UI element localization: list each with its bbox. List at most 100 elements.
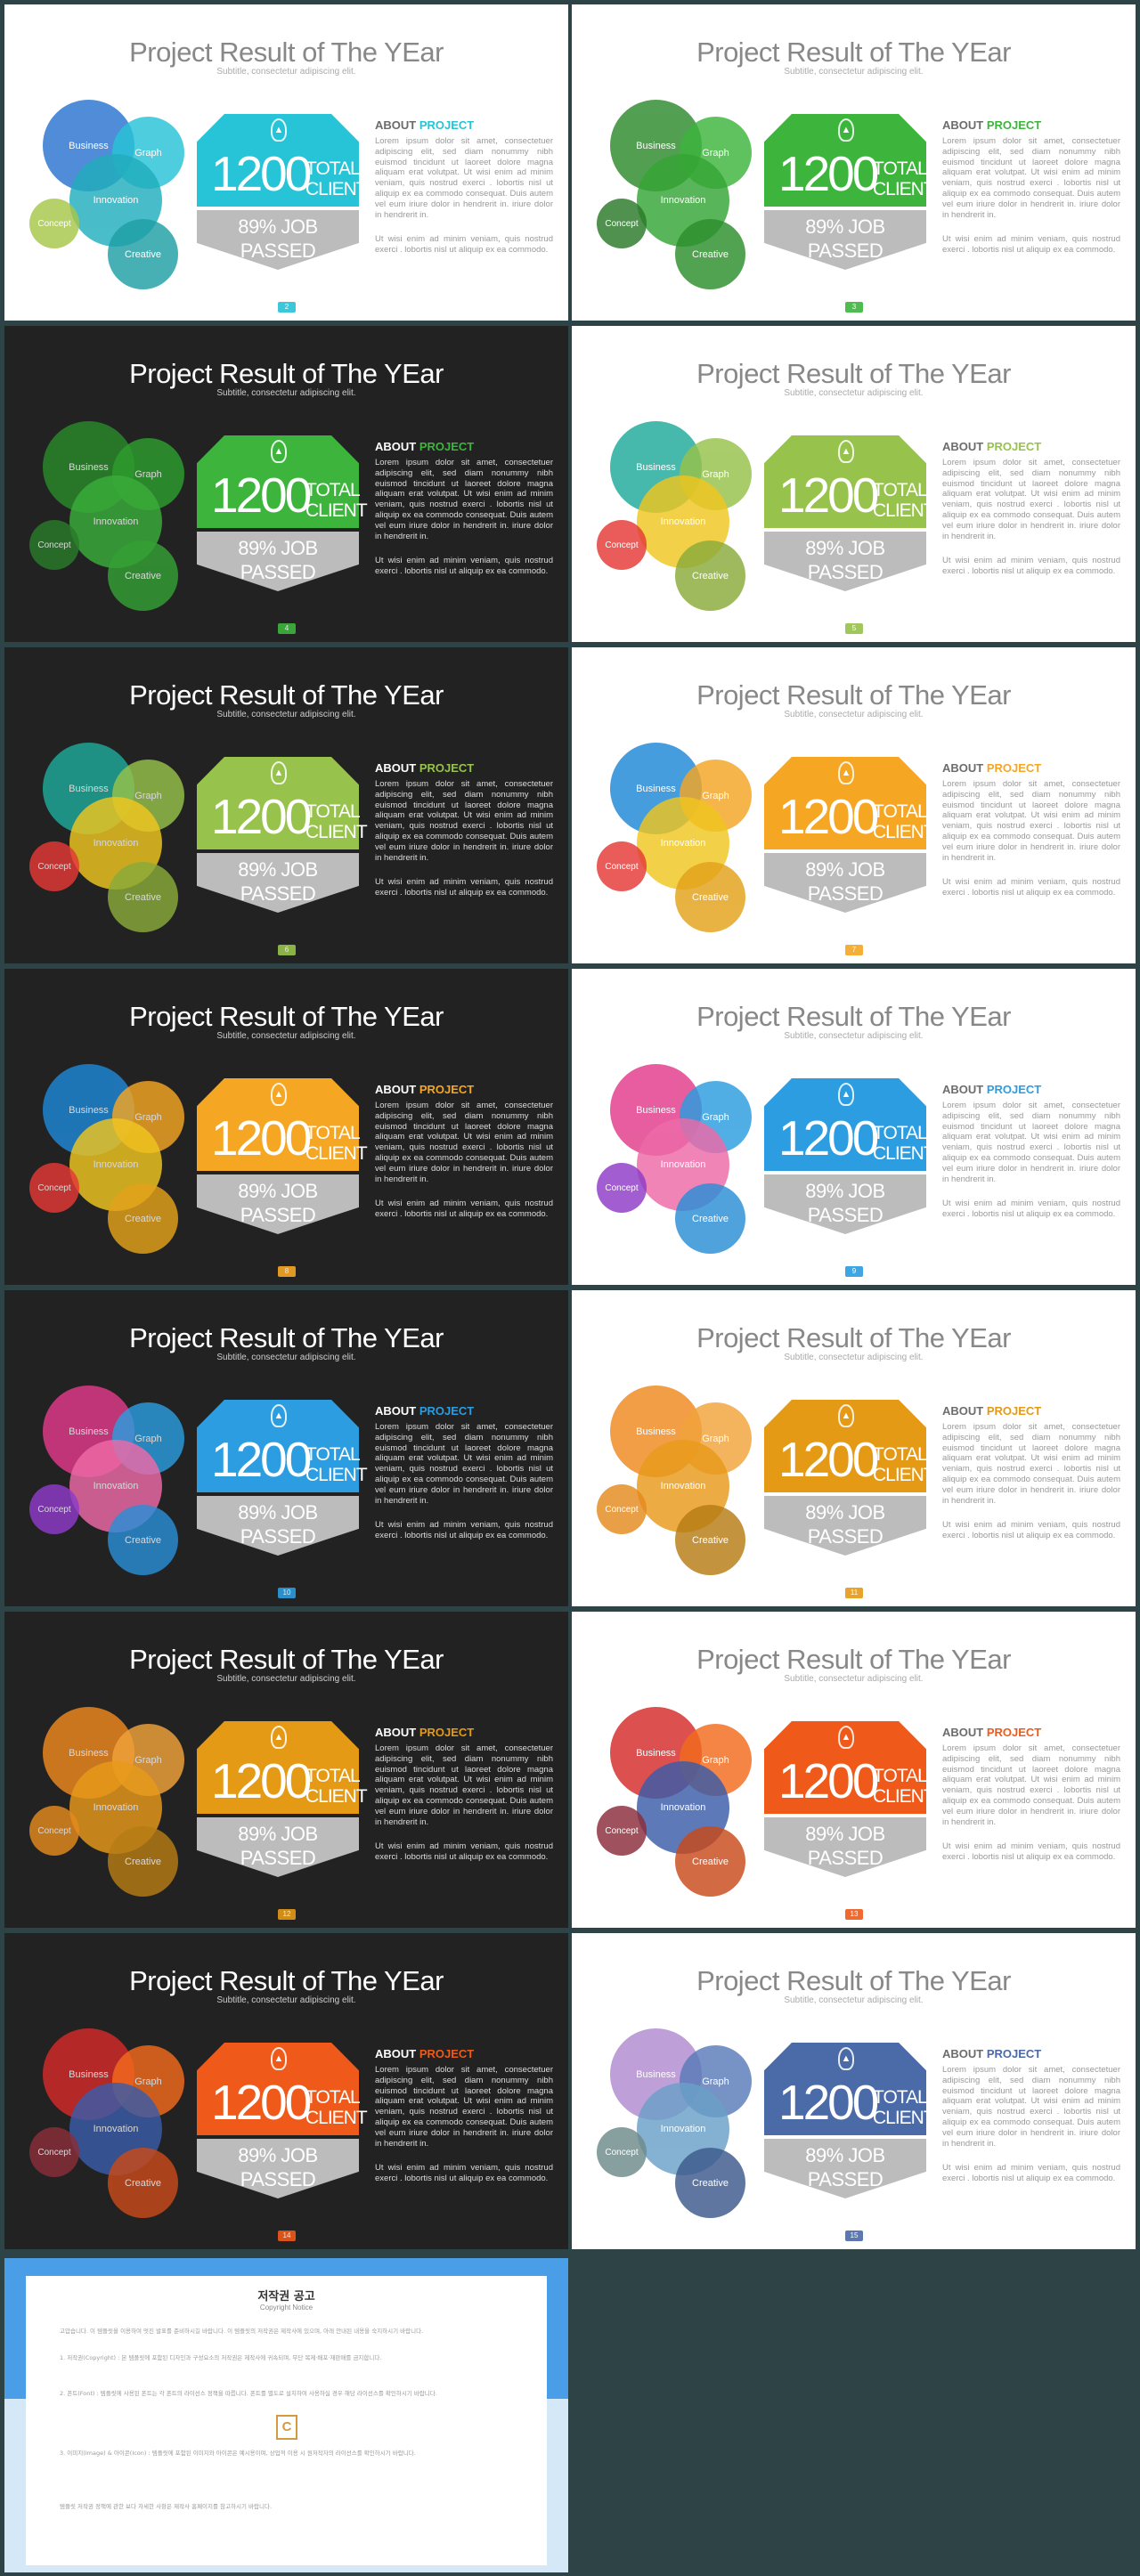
circle-creative: Creative bbox=[108, 1505, 178, 1575]
page-number-badge: 11 bbox=[845, 1588, 863, 1598]
circle-creative: Creative bbox=[675, 1505, 745, 1575]
page-number-badge: 2 bbox=[278, 302, 296, 313]
slide-thumbnail[interactable]: Project Result of The YEar Subtitle, con… bbox=[572, 4, 1136, 321]
slide-thumbnail[interactable]: Project Result of The YEar Subtitle, con… bbox=[4, 647, 568, 963]
job-line-1: 89% JOB bbox=[238, 2144, 318, 2166]
stat-word-total: TOTAL bbox=[873, 480, 928, 500]
about-heading: ABOUT PROJECT bbox=[942, 2047, 1041, 2060]
notice-item-image: 3. 이미지(Image) & 아이콘(Icon) : 템플릿에 포함된 이미지… bbox=[60, 2450, 416, 2457]
slide-title: Project Result of The YEar bbox=[696, 1965, 1011, 1996]
job-line-1: 89% JOB bbox=[805, 2144, 885, 2166]
about-heading: ABOUT PROJECT bbox=[942, 1404, 1041, 1418]
about-word: ABOUT bbox=[942, 1726, 984, 1739]
about-paragraph-1: Lorem ipsum dolor sit amet, consectetuer… bbox=[942, 779, 1120, 863]
slide-subtitle: Subtitle, consectetur adipiscing elit. bbox=[784, 1995, 924, 2005]
stat-word-total: TOTAL bbox=[305, 158, 361, 179]
stat-word-total: TOTAL bbox=[305, 480, 361, 500]
slide-thumbnail[interactable]: Project Result of The YEar Subtitle, con… bbox=[4, 1933, 568, 2249]
slide-thumbnail[interactable]: Project Result of The YEar Subtitle, con… bbox=[572, 326, 1136, 642]
rocket-icon: ▲ bbox=[838, 1083, 854, 1106]
job-line-1: 89% JOB bbox=[238, 1823, 318, 1845]
job-line-2: PASSED bbox=[240, 240, 316, 262]
stat-word-total: TOTAL bbox=[305, 1766, 361, 1786]
stat-word-total: TOTAL bbox=[873, 2087, 928, 2108]
stat-word-client: CLIENT bbox=[305, 1465, 368, 1485]
about-word: ABOUT bbox=[942, 440, 984, 453]
circle-concept: Concept bbox=[597, 1163, 647, 1213]
rocket-icon: ▲ bbox=[838, 761, 854, 784]
slide-thumbnail[interactable]: Project Result of The YEar Subtitle, con… bbox=[4, 1290, 568, 1606]
stat-word-client: CLIENT bbox=[873, 1143, 935, 1164]
slide-thumbnail[interactable]: Project Result of The YEar Subtitle, con… bbox=[572, 1612, 1136, 1928]
slide-thumbnail[interactable]: Project Result of The YEar Subtitle, con… bbox=[4, 326, 568, 642]
slide-thumbnail[interactable]: Project Result of The YEar Subtitle, con… bbox=[572, 969, 1136, 1285]
page-number-badge: 13 bbox=[845, 1909, 863, 1920]
slide-thumbnail[interactable]: Project Result of The YEar Subtitle, con… bbox=[4, 1612, 568, 1928]
stat-word-client: CLIENT bbox=[305, 179, 368, 199]
notice-paper: 저작권 공고 Copyright Notice 고맙습니다. 이 템플릿을 이용… bbox=[26, 2276, 547, 2565]
stat-number: 1200 bbox=[778, 789, 879, 844]
job-line-1: 89% JOB bbox=[805, 1501, 885, 1524]
slide-title: Project Result of The YEar bbox=[129, 679, 444, 711]
about-paragraph-2: Ut wisi enim ad minim veniam, quis nostr… bbox=[375, 2163, 553, 2183]
notice-intro: 고맙습니다. 이 템플릿을 이용하여 멋진 발표를 준비하시길 바랍니다. 이 … bbox=[60, 2328, 424, 2335]
copyright-notice-slide: 저작권 공고 Copyright Notice 고맙습니다. 이 템플릿을 이용… bbox=[4, 2258, 568, 2572]
slide-title: Project Result of The YEar bbox=[696, 679, 1011, 711]
job-line-2: PASSED bbox=[807, 240, 884, 262]
venn-diagram: Business Graph Innovation Concept Creati… bbox=[584, 91, 762, 289]
stat-word-total: TOTAL bbox=[873, 1444, 928, 1465]
stat-number: 1200 bbox=[211, 1432, 312, 1487]
slide-title: Project Result of The YEar bbox=[129, 1644, 444, 1675]
about-word: ABOUT bbox=[942, 1083, 984, 1096]
venn-diagram: Business Graph Innovation Concept Creati… bbox=[584, 1377, 762, 1575]
about-paragraph-1: Lorem ipsum dolor sit amet, consectetuer… bbox=[375, 458, 553, 541]
rocket-icon: ▲ bbox=[271, 1404, 287, 1427]
circle-creative: Creative bbox=[675, 2148, 745, 2218]
stat-number: 1200 bbox=[778, 146, 879, 201]
circle-concept: Concept bbox=[29, 520, 79, 570]
job-line-1: 89% JOB bbox=[238, 858, 318, 881]
slide-title: Project Result of The YEar bbox=[129, 1965, 444, 1996]
circle-concept: Concept bbox=[597, 841, 647, 891]
about-project-word: PROJECT bbox=[419, 1083, 475, 1096]
stat-word-client: CLIENT bbox=[305, 2108, 368, 2128]
about-heading: ABOUT PROJECT bbox=[942, 440, 1041, 453]
about-paragraph-2: Ut wisi enim ad minim veniam, quis nostr… bbox=[375, 1199, 553, 1219]
circle-creative: Creative bbox=[108, 540, 178, 611]
stat-word-client: CLIENT bbox=[305, 822, 368, 842]
stat-word-client: CLIENT bbox=[305, 1786, 368, 1807]
page-number-badge: 9 bbox=[845, 1266, 863, 1277]
slide-thumbnail[interactable]: Project Result of The YEar Subtitle, con… bbox=[572, 647, 1136, 963]
rocket-icon: ▲ bbox=[271, 761, 287, 784]
about-project-word: PROJECT bbox=[986, 1083, 1042, 1096]
slide-thumbnail[interactable]: Project Result of The YEar Subtitle, con… bbox=[4, 969, 568, 1285]
about-paragraph-2: Ut wisi enim ad minim veniam, quis nostr… bbox=[375, 1520, 553, 1540]
stat-label: TOTAL CLIENT bbox=[873, 480, 935, 521]
job-line-2: PASSED bbox=[240, 1204, 316, 1226]
slide-thumbnail[interactable]: Project Result of The YEar Subtitle, con… bbox=[4, 4, 568, 321]
slide-thumbnail[interactable]: Project Result of The YEar Subtitle, con… bbox=[572, 1290, 1136, 1606]
notice-subtitle: Copyright Notice bbox=[259, 2304, 314, 2312]
job-line-1: 89% JOB bbox=[238, 1501, 318, 1524]
stat-word-total: TOTAL bbox=[305, 801, 361, 822]
job-stat: 89% JOB PASSED bbox=[764, 215, 926, 263]
about-project-word: PROJECT bbox=[986, 1726, 1042, 1739]
rocket-icon: ▲ bbox=[271, 2047, 287, 2070]
job-line-2: PASSED bbox=[807, 882, 884, 905]
about-paragraph-1: Lorem ipsum dolor sit amet, consectetuer… bbox=[942, 458, 1120, 541]
about-paragraph-1: Lorem ipsum dolor sit amet, consectetuer… bbox=[942, 136, 1120, 220]
circle-concept: Concept bbox=[597, 2127, 647, 2177]
stat-word-total: TOTAL bbox=[305, 1444, 361, 1465]
page-number-badge: 8 bbox=[278, 1266, 296, 1277]
venn-diagram: Business Graph Innovation Concept Creati… bbox=[584, 2019, 762, 2218]
slide-thumbnail[interactable]: Project Result of The YEar Subtitle, con… bbox=[572, 1933, 1136, 2249]
slide-subtitle: Subtitle, consectetur adipiscing elit. bbox=[216, 710, 356, 719]
about-paragraph-2: Ut wisi enim ad minim veniam, quis nostr… bbox=[942, 1841, 1120, 1862]
notice-title: 저작권 공고 bbox=[257, 2290, 315, 2304]
job-line-1: 89% JOB bbox=[805, 1180, 885, 1202]
circle-concept: Concept bbox=[29, 1806, 79, 1856]
about-heading: ABOUT PROJECT bbox=[375, 118, 474, 132]
circle-creative: Creative bbox=[675, 540, 745, 611]
stat-number: 1200 bbox=[211, 146, 312, 201]
about-word: ABOUT bbox=[375, 1083, 417, 1096]
